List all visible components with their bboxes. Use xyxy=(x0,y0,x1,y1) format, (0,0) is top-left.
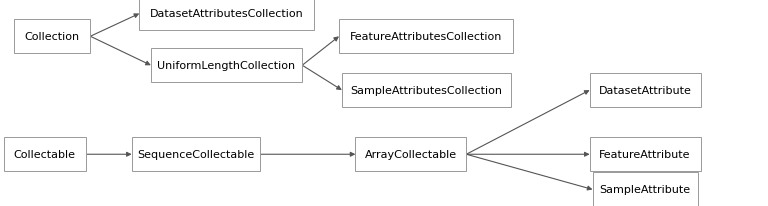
Text: SequenceCollectable: SequenceCollectable xyxy=(137,150,254,159)
Text: FeatureAttributesCollection: FeatureAttributesCollection xyxy=(350,32,502,42)
Text: UniformLengthCollection: UniformLengthCollection xyxy=(157,61,296,71)
Bar xyxy=(14,20,91,54)
Bar xyxy=(590,138,700,171)
Text: Collection: Collection xyxy=(25,32,80,42)
Bar xyxy=(132,138,260,171)
Text: DatasetAttribute: DatasetAttribute xyxy=(599,86,691,96)
Bar xyxy=(590,74,700,108)
Text: Collectable: Collectable xyxy=(14,150,75,159)
Text: FeatureAttribute: FeatureAttribute xyxy=(599,150,691,159)
Text: SampleAttribute: SampleAttribute xyxy=(600,185,690,194)
Bar xyxy=(139,0,314,31)
Bar xyxy=(339,20,514,54)
Bar xyxy=(4,138,85,171)
Bar xyxy=(151,49,303,83)
Bar xyxy=(356,138,466,171)
Text: ArrayCollectable: ArrayCollectable xyxy=(365,150,457,159)
Text: DatasetAttributesCollection: DatasetAttributesCollection xyxy=(150,9,303,19)
Bar xyxy=(593,173,697,206)
Text: SampleAttributesCollection: SampleAttributesCollection xyxy=(350,86,502,96)
Bar xyxy=(342,74,511,108)
